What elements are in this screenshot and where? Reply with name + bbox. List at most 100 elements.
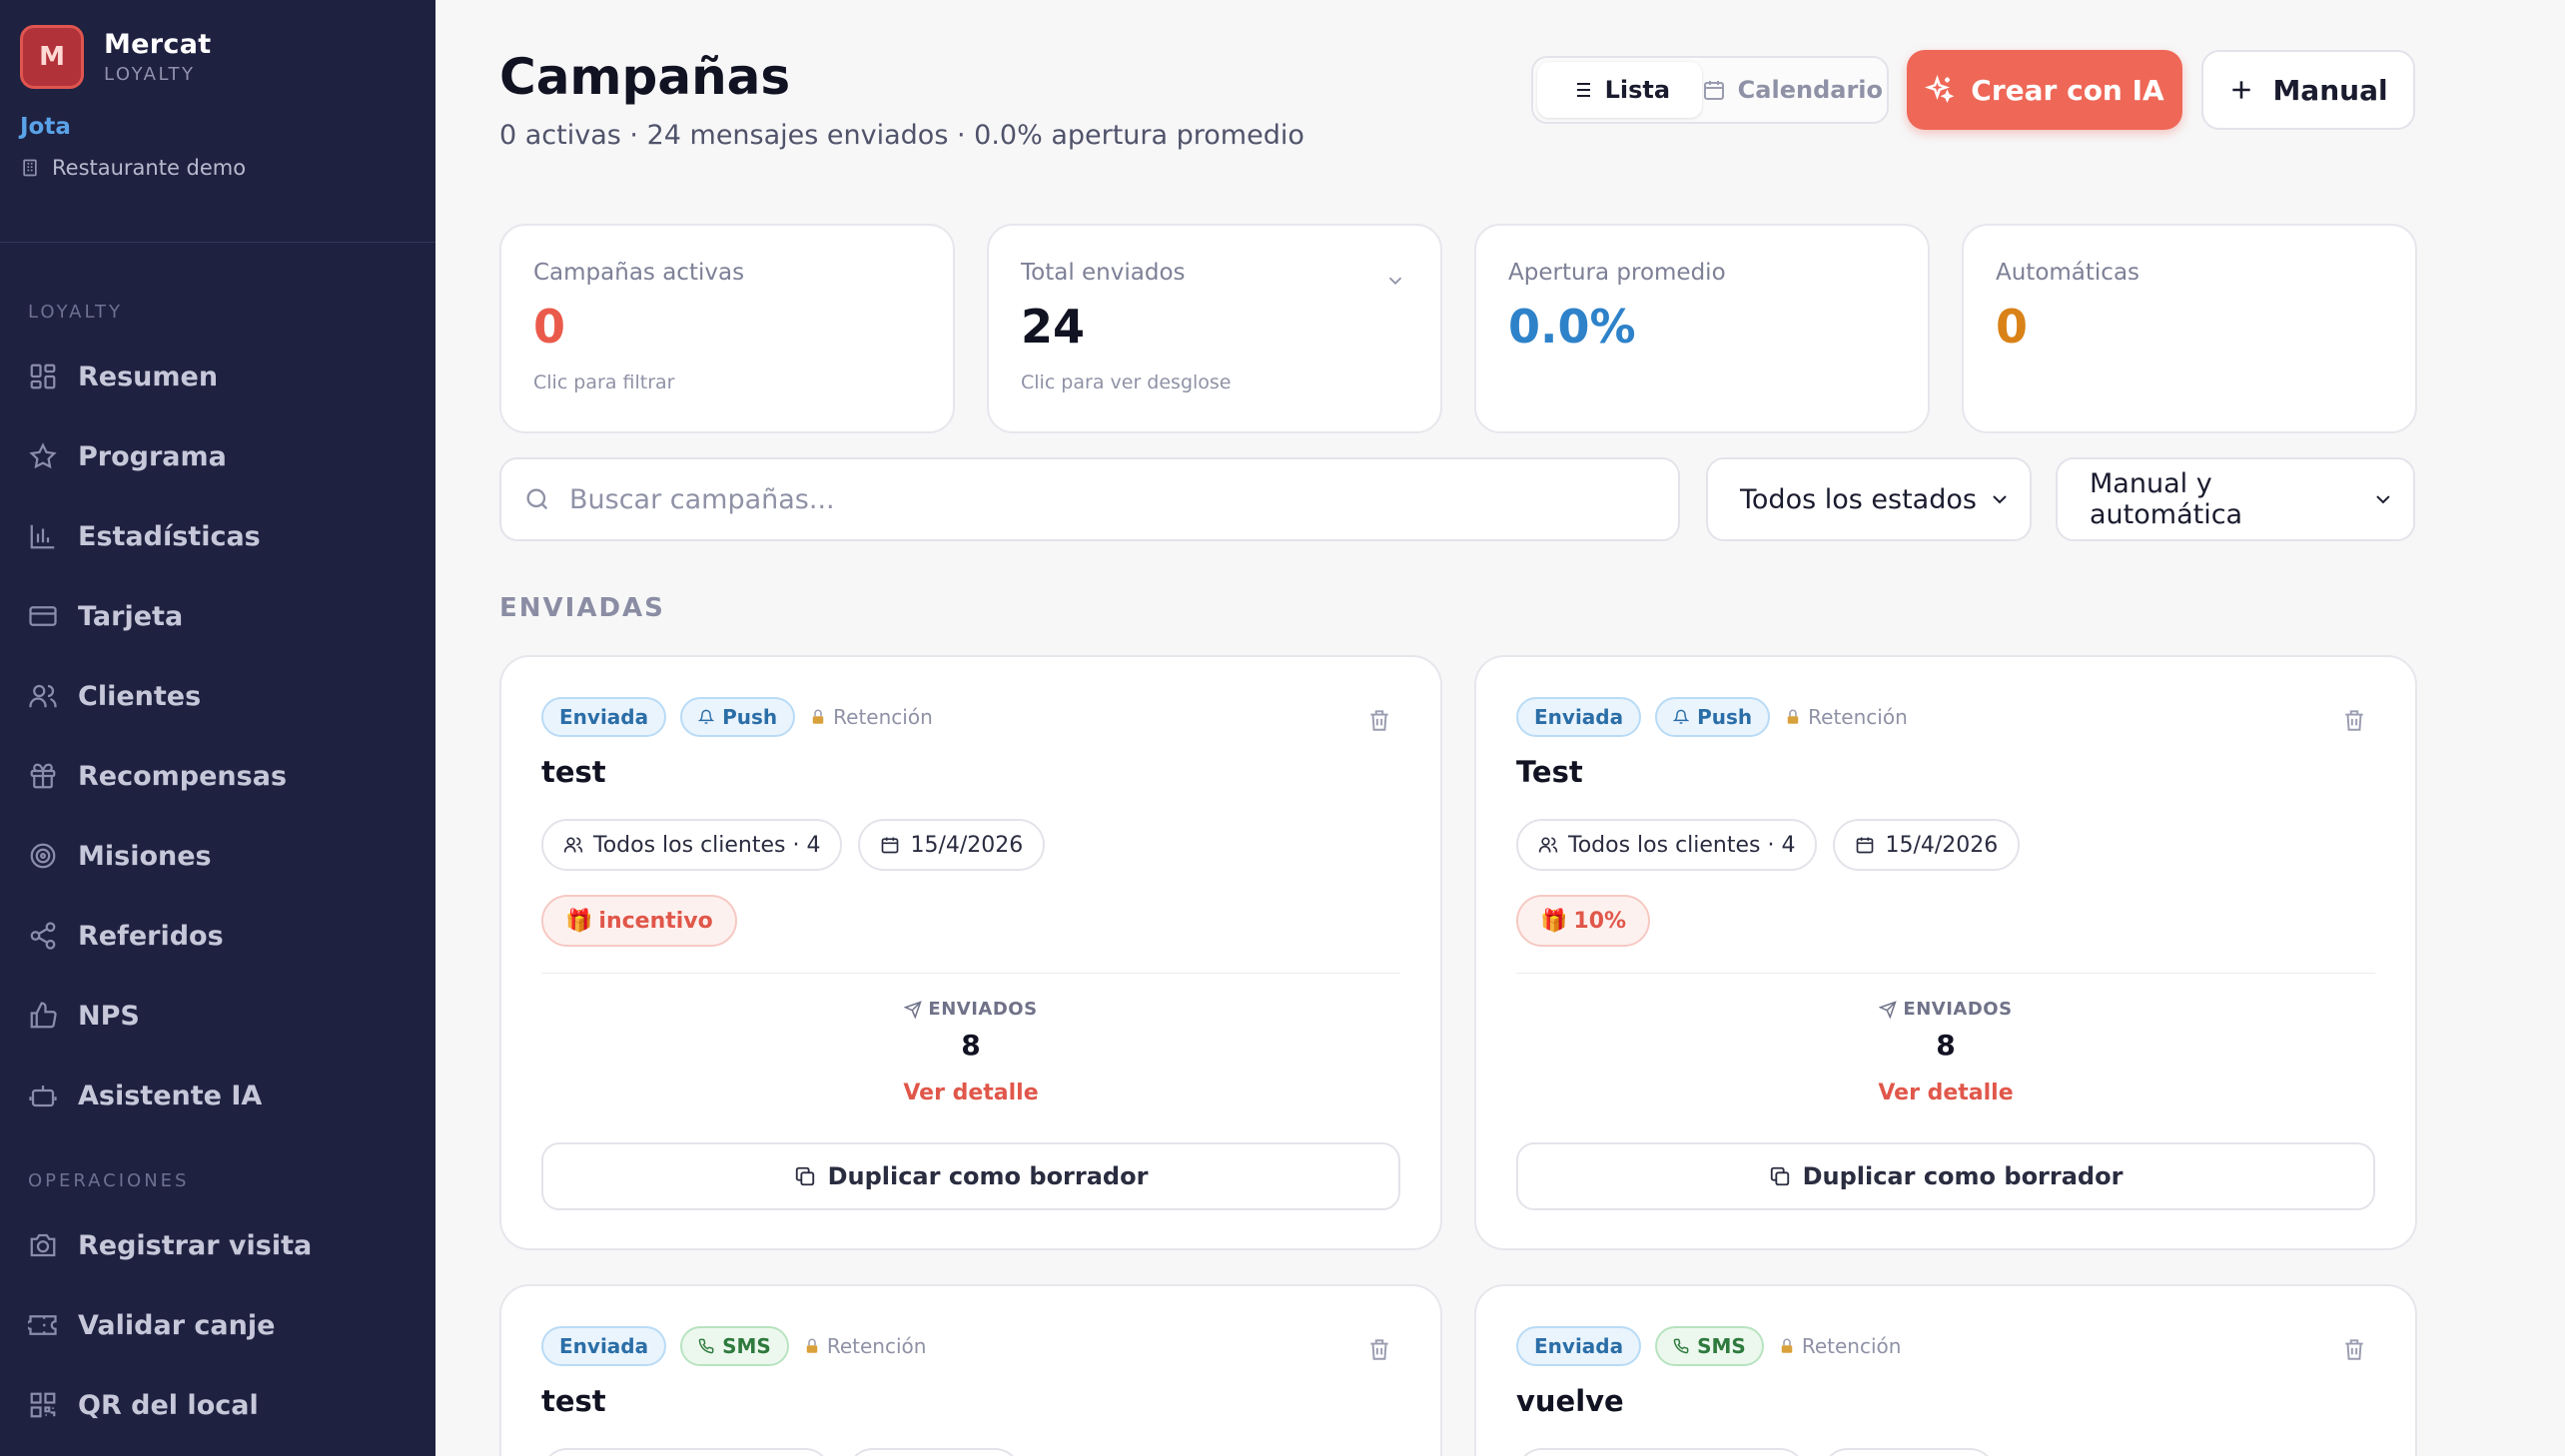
channel-badge: SMS <box>680 1326 789 1366</box>
sidebar-item-label: Asistente IA <box>78 1080 263 1111</box>
lock-icon <box>812 709 824 724</box>
incentive-label: 10% <box>1573 908 1627 934</box>
chevron-down-icon <box>1388 277 1402 286</box>
sidebar-divider <box>0 242 435 243</box>
audience-chip: Todos los clientes · 4 <box>541 819 843 871</box>
share-icon <box>30 922 56 950</box>
channel-label: SMS <box>1697 1334 1746 1358</box>
view-list-button[interactable]: Lista <box>1537 62 1702 118</box>
sidebar-item-clientes[interactable]: Clientes <box>28 666 418 726</box>
bell-icon <box>1673 709 1690 724</box>
stat-value: 0 <box>1996 300 2029 354</box>
bell-icon <box>698 709 715 724</box>
date-chip <box>847 1448 1021 1456</box>
status-badge: Enviada <box>541 697 667 737</box>
card-divider <box>541 973 1400 974</box>
sidebar-item-asistente-ia[interactable]: Asistente IA <box>28 1066 418 1125</box>
sidebar-item-nps[interactable]: NPS <box>28 986 418 1046</box>
sidebar-item-label: QR del local <box>78 1389 259 1421</box>
sidebar-item-misiones[interactable]: Misiones <box>28 826 418 886</box>
chevron-down-icon <box>2376 495 2390 504</box>
channel-label: Push <box>722 705 778 729</box>
date-label: 15/4/2026 <box>1885 832 1999 858</box>
category-label: Retención <box>826 1334 927 1358</box>
stat-card-active-campaigns[interactable]: Campañas activas 0 Clic para filtrar <box>499 224 955 433</box>
trash-icon[interactable] <box>2341 1336 2367 1362</box>
calendar-icon <box>882 837 899 854</box>
duplicate-draft-button[interactable]: Duplicar como borrador <box>541 1142 1400 1210</box>
sidebar-item-label: Tarjeta <box>78 600 184 632</box>
date-chip: 15/4/2026 <box>858 819 1046 871</box>
stat-card-automatic: Automáticas 0 <box>1962 224 2417 433</box>
channel-badge: Push <box>1655 697 1771 737</box>
card-divider <box>1516 973 2375 974</box>
brand-name: Mercat <box>104 29 212 60</box>
stat-card-total-sent[interactable]: Total enviados 24 Clic para ver desglose <box>987 224 1442 433</box>
plus-icon <box>2232 81 2251 99</box>
sidebar-item-label: Registrar visita <box>78 1229 313 1261</box>
send-icon <box>904 1000 923 1019</box>
camera-icon <box>30 1233 56 1257</box>
view-detail-link[interactable]: Ver detalle <box>1878 1081 2014 1105</box>
sidebar-item-validar-canje[interactable]: Validar canje <box>28 1295 418 1355</box>
sidebar-item-estadisticas[interactable]: Estadísticas <box>28 506 418 566</box>
calendar-icon <box>1857 837 1874 854</box>
brand[interactable]: M Mercat LOYALTY <box>20 25 211 89</box>
stat-value: 0.0% <box>1508 300 1636 354</box>
users-icon <box>1538 837 1558 853</box>
campaign-title: vuelve <box>1516 1384 1624 1418</box>
trash-icon[interactable] <box>2341 707 2367 733</box>
type-filter-value: Manual y automática <box>2090 468 2243 530</box>
search-box[interactable] <box>499 457 1680 541</box>
search-input[interactable] <box>569 483 1618 515</box>
category-badge: Retención <box>1784 705 1908 729</box>
lock-icon <box>1781 1338 1793 1353</box>
trash-icon[interactable] <box>1366 1336 1392 1362</box>
sidebar-item-recompensas[interactable]: Recompensas <box>28 746 418 806</box>
sidebar-item-referidos[interactable]: Referidos <box>28 906 418 966</box>
category-label: Retención <box>833 705 933 729</box>
view-calendar-button[interactable]: Calendario <box>1702 62 1883 118</box>
create-with-ai-button[interactable]: Crear con IA <box>1907 50 2182 130</box>
channel-badge: SMS <box>1655 1326 1764 1366</box>
sent-label: ENVIADOS <box>501 999 1440 1020</box>
category-badge: Retención <box>1778 1334 1901 1358</box>
sidebar-item-resumen[interactable]: Resumen <box>28 347 418 406</box>
status-filter-value: Todos los estados <box>1740 483 1977 515</box>
section-title-sent: ENVIADAS <box>499 593 665 623</box>
sent-label-text: ENVIADOS <box>928 999 1038 1020</box>
sidebar-item-tarjeta[interactable]: Tarjeta <box>28 586 418 646</box>
campaign-card: Enviada SMS Retención vuelve <box>1474 1284 2417 1456</box>
campaign-title: test <box>541 755 606 789</box>
duplicate-label: Duplicar como borrador <box>1802 1162 2124 1190</box>
page-title: Campañas <box>499 48 791 106</box>
sidebar-item-qr-del-local[interactable]: QR del local <box>28 1375 418 1435</box>
view-detail-link[interactable]: Ver detalle <box>903 1081 1039 1105</box>
campaign-card: Enviada Push Retención test Todos los cl… <box>499 655 1442 1250</box>
main-content: Campañas 0 activas · 24 mensajes enviado… <box>435 0 2565 1456</box>
status-filter-select[interactable]: Todos los estados <box>1706 457 2032 541</box>
incentive-badge: 🎁 incentivo <box>541 895 737 947</box>
venue-selector[interactable]: Restaurante demo <box>20 156 246 180</box>
section-label-loyalty: LOYALTY <box>28 302 124 323</box>
type-filter-select[interactable]: Manual y automática <box>2056 457 2415 541</box>
stat-value: 24 <box>1021 300 1086 354</box>
audience-label: Todos los clientes · 4 <box>1568 832 1796 858</box>
view-list-label: Lista <box>1604 76 1671 104</box>
stat-label: Campañas activas <box>533 260 745 286</box>
sidebar-item-programa[interactable]: Programa <box>28 426 418 486</box>
stat-label: Apertura promedio <box>1508 260 1726 286</box>
section-label-operaciones: OPERACIONES <box>28 1170 190 1191</box>
incentive-label: incentivo <box>598 908 713 934</box>
duplicate-draft-button[interactable]: Duplicar como borrador <box>1516 1142 2375 1210</box>
campaign-card: Enviada SMS Retención test <box>499 1284 1442 1456</box>
duplicate-label: Duplicar como borrador <box>827 1162 1149 1190</box>
building-icon <box>23 159 37 177</box>
sidebar-item-label: Estadísticas <box>78 520 261 552</box>
trash-icon[interactable] <box>1366 707 1392 733</box>
sidebar-item-label: Recompensas <box>78 760 288 792</box>
sidebar-item-registrar-visita[interactable]: Registrar visita <box>28 1215 418 1275</box>
audience-chip <box>541 1448 831 1456</box>
user-name[interactable]: Jota <box>20 114 71 140</box>
create-manual-button[interactable]: Manual <box>2201 50 2415 130</box>
